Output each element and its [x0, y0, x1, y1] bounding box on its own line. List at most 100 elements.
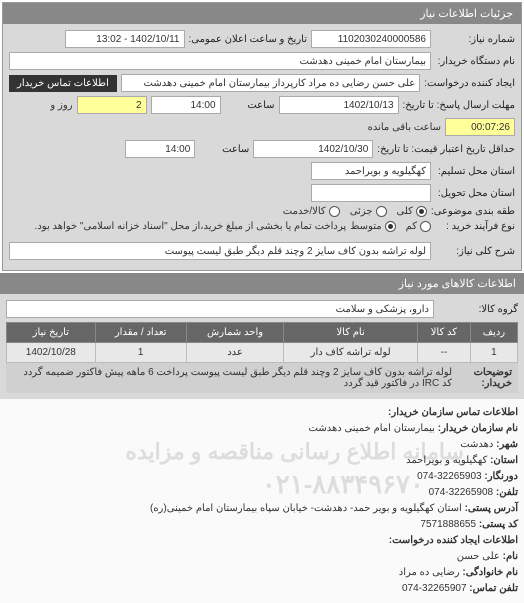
org-value: بیمارستان امام خمینی دهدشت: [309, 423, 435, 434]
fax-label: دورنگار:: [484, 471, 518, 482]
pt-mid-label: متوسط: [350, 221, 381, 232]
cell-name: لوله تراشه کاف دار: [284, 343, 418, 363]
request-no-field: 1102030240000586: [311, 30, 431, 48]
table-header-row: ردیف کد کالا نام کالا واحد شمارش تعداد /…: [7, 323, 518, 343]
requester-field: علی حسن رضایی ده مراد کارپرداز بیمارستان…: [121, 74, 420, 92]
province-value: کهگیلویه و بویراحمد: [406, 455, 487, 466]
goods-group-label: گروه کالا:: [438, 304, 518, 315]
days-left-field: 2: [77, 96, 147, 114]
buyer-note-label: توضیحات خریدار:: [452, 367, 512, 389]
radio-cat-all[interactable]: کلی: [397, 206, 427, 217]
row-request-no: شماره نیاز: 1102030240000586 تاریخ و ساع…: [9, 30, 515, 48]
creator-phone-row: تلفن تماس: 32265907-074: [6, 581, 518, 597]
details-panel: جزئیات اطلاعات نیاز شماره نیاز: 11020302…: [2, 2, 522, 271]
goods-section-title: اطلاعات کالاهای مورد نیاز: [0, 273, 524, 294]
response-time-field: 14:00: [151, 96, 221, 114]
time-label-1: ساعت: [225, 100, 275, 111]
cat-all-label: کلی: [397, 206, 413, 217]
fax-value: 32265903-074: [417, 471, 482, 482]
radio-icon: [385, 221, 396, 232]
days-label: روز و: [50, 100, 72, 111]
name-value: علی حسن: [457, 551, 500, 562]
post-label: کد پستی:: [479, 519, 518, 530]
row-requester: ایجاد کننده درخواست: علی حسن رضایی ده مر…: [9, 74, 515, 92]
radio-cat-partial[interactable]: جزئی: [350, 206, 387, 217]
post-value: 7571888655: [420, 519, 476, 530]
cell-code: --: [417, 343, 470, 363]
goods-body: گروه کالا: دارو، پزشکی و سلامت ردیف کد ک…: [0, 294, 524, 399]
contact-button[interactable]: اطلاعات تماس خریدار: [9, 75, 117, 92]
cell-qty: 1: [95, 343, 186, 363]
row-goods-group: گروه کالا: دارو، پزشکی و سلامت: [6, 300, 518, 318]
city-label: شهر:: [496, 439, 518, 450]
time-left-field: 00:07:26: [445, 118, 515, 136]
col-name: نام کالا: [284, 323, 418, 343]
family-value: رضایی ده مراد: [399, 567, 460, 578]
public-date-label: تاریخ و ساعت اعلان عمومی:: [189, 34, 308, 45]
row-purchase-type: نوع فرآیند خرید : کم متوسط پرداخت تمام ی…: [9, 221, 515, 232]
col-row: ردیف: [470, 323, 517, 343]
purchase-type-label: نوع فرآیند خرید :: [435, 221, 515, 232]
time-label-2: ساعت: [199, 144, 249, 155]
form-body: شماره نیاز: 1102030240000586 تاریخ و ساع…: [3, 24, 521, 270]
contact-address-row: آدرس پستی: استان کهگیلویه و بویر حمد- ده…: [6, 501, 518, 517]
contact-section: سامانه اطلاع رسانی مناقصه و مزایده ۰۲۱-۸…: [0, 399, 524, 603]
radio-icon: [329, 206, 340, 217]
buyer-org-label: نام دستگاه خریدار:: [435, 56, 515, 67]
org-label: نام سازمان خریدار:: [438, 423, 518, 434]
phone2-label: تلفن تماس:: [469, 583, 518, 594]
contact-title: اطلاعات تماس سازمان خریدار:: [6, 405, 518, 421]
delivery-field: [311, 184, 431, 202]
purchase-type-radio-group: کم متوسط: [350, 221, 431, 232]
desc-label: شرح کلی نیاز:: [435, 246, 515, 257]
creator-family-row: نام خانوادگی: رضایی ده مراد: [6, 565, 518, 581]
phone1-label: تلفن:: [496, 487, 518, 498]
address-label: آدرس پستی:: [465, 503, 518, 514]
cat-partial-label: جزئی: [350, 206, 373, 217]
validity-date-field: 1402/10/30: [253, 140, 373, 158]
cell-date: 1402/10/28: [7, 343, 96, 363]
radio-pt-mid[interactable]: متوسط: [350, 221, 395, 232]
radio-cat-item[interactable]: کالا/خدمت: [283, 206, 340, 217]
address-value: استان کهگیلویه و بویر حمد- دهدشت- خیابان…: [150, 503, 462, 514]
public-date-field: 1402/10/11 - 13:02: [65, 30, 185, 48]
cell-unit: عدد: [186, 343, 284, 363]
contact-fax-row: دورنگار: 32265903-074: [6, 469, 518, 485]
phone2-value: 32265907-074: [402, 583, 467, 594]
creator-title: اطلاعات ایجاد کننده درخواست:: [6, 533, 518, 549]
radio-pt-low[interactable]: کم: [406, 221, 431, 232]
buyer-org-field: بیمارستان امام خمینی دهدشت: [9, 52, 431, 70]
table-row: 1 -- لوله تراشه کاف دار عدد 1 1402/10/28: [7, 343, 518, 363]
goods-table: ردیف کد کالا نام کالا واحد شمارش تعداد /…: [6, 322, 518, 363]
validity-time-field: 14:00: [125, 140, 195, 158]
row-response-deadline: مهلت ارسال پاسخ: تا تاریخ: 1402/10/13 سا…: [9, 96, 515, 136]
panel-title: جزئیات اطلاعات نیاز: [3, 3, 521, 24]
validity-label: حداقل تاریخ اعتبار قیمت: تا تاریخ:: [377, 144, 515, 155]
buyer-note-row: توضیحات خریدار: لوله تراشه بدون کاف سایز…: [6, 363, 518, 393]
cat-item-label: کالا/خدمت: [283, 206, 326, 217]
contact-province-row: استان: کهگیلویه و بویراحمد: [6, 453, 518, 469]
delivery-label: استان محل تحویل:: [435, 188, 515, 199]
radio-icon: [416, 206, 427, 217]
desc-field: لوله تراشه بدون کاف سایز 2 وچند قلم دیگر…: [9, 242, 431, 260]
response-date-field: 1402/10/13: [279, 96, 399, 114]
pt-low-label: کم: [406, 221, 417, 232]
col-unit: واحد شمارش: [186, 323, 284, 343]
contact-phone1-row: تلفن: 32265908-074: [6, 485, 518, 501]
time-left-label: ساعت باقی مانده: [368, 122, 441, 133]
row-validity: حداقل تاریخ اعتبار قیمت: تا تاریخ: 1402/…: [9, 140, 515, 158]
family-label: نام خانوادگی:: [462, 567, 518, 578]
col-qty: تعداد / مقدار: [95, 323, 186, 343]
radio-icon: [376, 206, 387, 217]
row-desc: شرح کلی نیاز: لوله تراشه بدون کاف سایز 2…: [9, 242, 515, 260]
row-category: طقه بندی موضوعی: کلی جزئی کالا/خدمت: [9, 206, 515, 217]
contact-org-row: نام سازمان خریدار: بیمارستان امام خمینی …: [6, 421, 518, 437]
response-deadline-label: مهلت ارسال پاسخ: تا تاریخ:: [403, 100, 515, 111]
goods-group-field: دارو، پزشکی و سلامت: [6, 300, 434, 318]
row-delivery: استان محل تحویل:: [9, 184, 515, 202]
row-location: استان محل تسلیم: کهگیلویه و بویراحمد: [9, 162, 515, 180]
phone1-value: 32265908-074: [429, 487, 494, 498]
col-code: کد کالا: [417, 323, 470, 343]
contact-info: اطلاعات تماس سازمان خریدار: نام سازمان خ…: [6, 405, 518, 597]
creator-name-row: نام: علی حسن: [6, 549, 518, 565]
